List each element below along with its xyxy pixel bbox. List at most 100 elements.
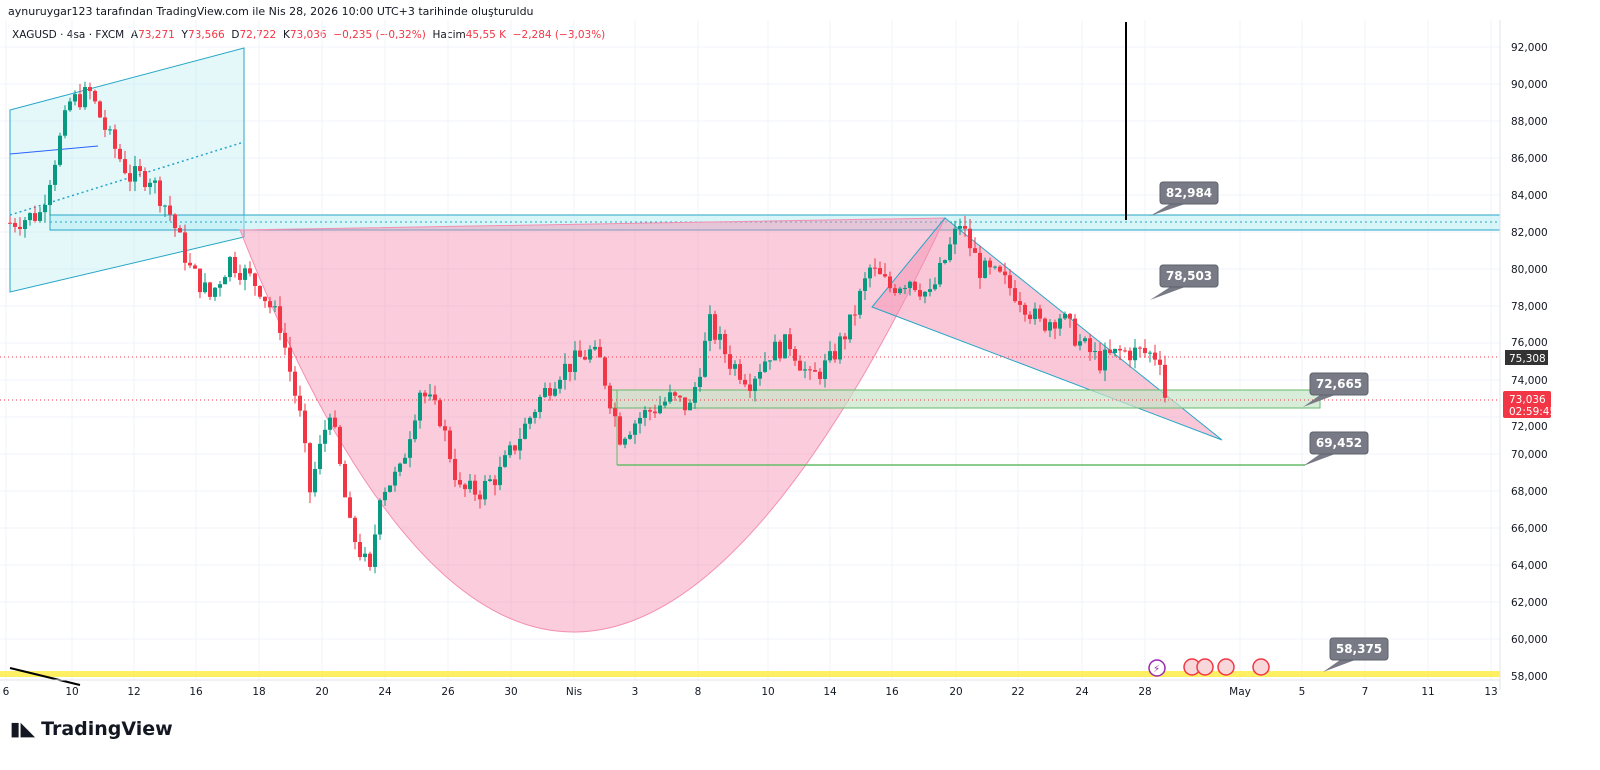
candle-body bbox=[158, 180, 162, 206]
candle-body bbox=[378, 500, 382, 535]
candle-body bbox=[298, 395, 302, 411]
candle-body bbox=[543, 387, 547, 397]
candle-body bbox=[48, 184, 52, 205]
candle-body bbox=[758, 371, 762, 379]
candle-body bbox=[778, 341, 782, 359]
candle-body bbox=[233, 256, 237, 274]
lightning-event-icon[interactable] bbox=[1148, 659, 1166, 677]
time-tick: 13 bbox=[1484, 686, 1497, 698]
time-tick: 20 bbox=[315, 686, 328, 698]
event-icons[interactable]: ⚡ bbox=[1148, 658, 1270, 677]
candle-body bbox=[913, 281, 917, 291]
candle-body bbox=[278, 306, 282, 333]
price-tick: 86,000 bbox=[1511, 153, 1548, 165]
candle-body bbox=[1048, 322, 1052, 331]
candle-body bbox=[1013, 288, 1017, 302]
candle-body bbox=[213, 287, 217, 297]
candle-body bbox=[903, 287, 907, 289]
candle-body bbox=[478, 494, 482, 500]
candle-body bbox=[38, 212, 42, 221]
candle-body bbox=[958, 225, 962, 229]
candle-body bbox=[1108, 349, 1112, 353]
candle-body bbox=[288, 347, 292, 372]
candle-body bbox=[218, 284, 222, 288]
candle-body bbox=[163, 205, 167, 207]
candle-body bbox=[18, 226, 22, 230]
close-label: K bbox=[282, 29, 290, 41]
callout-label: 58,375 bbox=[1336, 642, 1382, 656]
candle-body bbox=[223, 277, 227, 285]
time-axis[interactable]: 6 10 12 16 18 20 24 26 30 Nis 3 8 10 14 16 20 22 24 28 May 5… bbox=[3, 686, 1498, 698]
candle-body bbox=[1143, 348, 1147, 354]
price-tick: 88,000 bbox=[1511, 116, 1548, 128]
low-label: D bbox=[231, 29, 240, 41]
us-flag-event-icon[interactable] bbox=[1252, 658, 1270, 676]
candle-body bbox=[438, 400, 442, 427]
candle-body bbox=[718, 333, 722, 340]
candle-body bbox=[308, 443, 312, 493]
candle-body bbox=[178, 228, 182, 233]
candle-body bbox=[938, 262, 942, 285]
candle-body bbox=[1018, 301, 1022, 305]
candle-body bbox=[473, 480, 477, 495]
callout-pointer bbox=[1323, 660, 1355, 672]
candle-body bbox=[828, 351, 832, 361]
candle-body bbox=[238, 273, 242, 280]
callout-pointer bbox=[1150, 204, 1185, 216]
candle-body bbox=[598, 346, 602, 358]
last-price-marker: 73,036 02:59:45 bbox=[1503, 391, 1556, 418]
candle-body bbox=[538, 396, 542, 412]
candle-body bbox=[388, 485, 392, 492]
price-callouts: 82,984 78,503 72,665 69,452 58,375 bbox=[1150, 181, 1389, 672]
candle-body bbox=[383, 491, 387, 501]
us-flag-event-icon[interactable] bbox=[1196, 658, 1214, 676]
callout-box bbox=[1159, 264, 1219, 288]
price-tick: 76,000 bbox=[1511, 337, 1548, 349]
candle-body bbox=[448, 430, 452, 459]
candle-body bbox=[618, 416, 622, 445]
tradingview-logo-icon: ▮◣ bbox=[10, 718, 36, 740]
price-chart[interactable]: 82,984 78,503 72,665 69,452 58,375 92,000 90,… bbox=[0, 20, 1600, 710]
candle-body bbox=[1023, 304, 1027, 315]
candle-body bbox=[108, 129, 112, 131]
price-tick: 78,000 bbox=[1511, 301, 1548, 313]
candle-body bbox=[753, 378, 757, 392]
candle-body bbox=[453, 458, 457, 481]
candle-body bbox=[868, 267, 872, 279]
candle-body bbox=[1063, 313, 1067, 319]
prev-close-label: 75,308 bbox=[1509, 353, 1546, 365]
candle-body bbox=[1158, 359, 1162, 365]
candle-body bbox=[253, 273, 257, 286]
price-tick: 58,000 bbox=[1511, 671, 1548, 683]
time-tick: 16 bbox=[885, 686, 899, 698]
candle-body bbox=[878, 268, 882, 275]
candle-body bbox=[98, 101, 102, 118]
tradingview-logo[interactable]: ▮◣ TradingView bbox=[10, 718, 173, 740]
candle-body bbox=[183, 232, 187, 263]
candle-body bbox=[283, 332, 287, 348]
candle-body bbox=[838, 336, 842, 360]
candle-body bbox=[153, 180, 157, 183]
candle-body bbox=[318, 443, 322, 469]
candle-body bbox=[103, 117, 107, 130]
callout-pointer bbox=[1150, 287, 1185, 300]
candle-body bbox=[933, 284, 937, 290]
symbol-label[interactable]: XAGUSD · 4sa · FXCM bbox=[12, 29, 125, 41]
last-price-label: 73,036 bbox=[1509, 394, 1546, 406]
candle-body bbox=[323, 429, 327, 444]
candle-body bbox=[498, 466, 502, 486]
price-axis[interactable]: 92,000 90,000 88,000 86,000 84,000 82,000 80,0… bbox=[1511, 42, 1548, 683]
candle-body bbox=[518, 438, 522, 451]
candle-body bbox=[23, 220, 27, 230]
candle-body bbox=[698, 376, 702, 388]
candle-body bbox=[133, 166, 137, 182]
volume-change: −2,284 (−3,03%) bbox=[512, 29, 606, 41]
candle-body bbox=[858, 290, 862, 315]
candle-body bbox=[988, 260, 992, 268]
us-flag-event-icon[interactable] bbox=[1217, 658, 1235, 676]
candle-body bbox=[1133, 347, 1137, 361]
candle-body bbox=[873, 267, 877, 269]
candle-body bbox=[768, 360, 772, 362]
candle-body bbox=[418, 392, 422, 421]
time-tick: 6 bbox=[3, 686, 10, 698]
